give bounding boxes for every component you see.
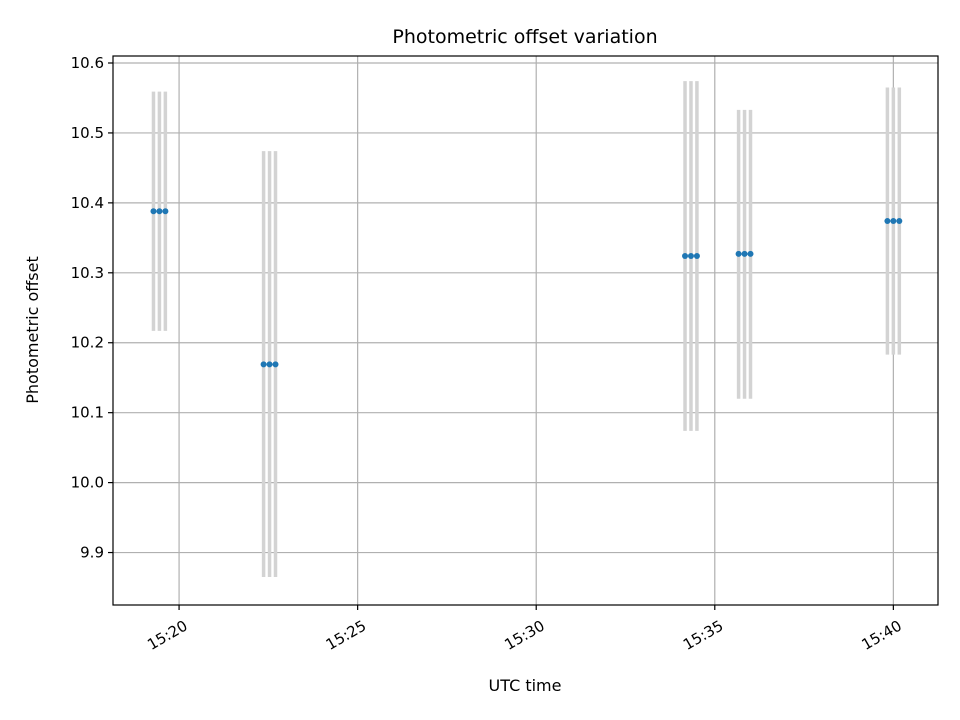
- point-layer: [150, 208, 903, 368]
- data-point: [266, 361, 273, 368]
- y-tick-label: 10.3: [71, 264, 104, 282]
- data-point: [884, 218, 891, 225]
- y-tick-label: 10.2: [71, 334, 104, 352]
- plot-frame: [112, 55, 939, 606]
- data-point: [687, 253, 694, 260]
- data-point: [162, 208, 169, 215]
- data-point: [747, 250, 754, 257]
- y-tick-label: 10.0: [71, 474, 104, 492]
- x-axis-title: UTC time: [489, 676, 562, 695]
- chart-title: Photometric offset variation: [392, 26, 657, 48]
- data-point: [741, 250, 748, 257]
- data-point: [156, 208, 163, 215]
- data-point: [260, 361, 267, 368]
- data-point: [272, 361, 279, 368]
- data-point: [890, 218, 897, 225]
- data-point: [896, 218, 903, 225]
- y-tick-label: 10.5: [71, 124, 104, 142]
- data-point: [150, 208, 157, 215]
- data-point: [735, 250, 742, 257]
- y-tick-label: 10.4: [71, 194, 104, 212]
- y-tick-label: 9.9: [80, 544, 104, 562]
- y-tick-label: 10.6: [71, 54, 104, 72]
- y-tick-label: 10.1: [71, 404, 104, 422]
- data-point: [693, 253, 700, 260]
- data-point: [682, 253, 689, 260]
- y-axis-title: Photometric offset: [23, 256, 42, 404]
